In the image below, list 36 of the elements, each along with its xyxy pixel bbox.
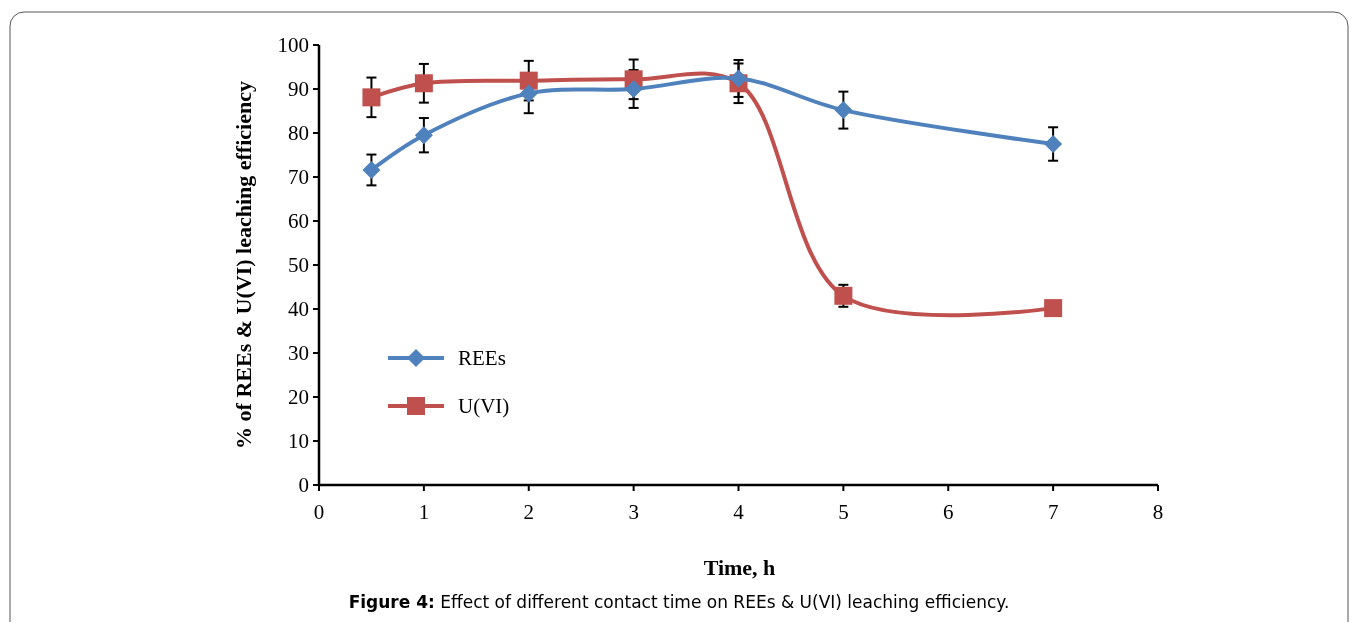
y-tick-label: 100	[277, 33, 309, 58]
point	[519, 84, 538, 103]
point	[1044, 299, 1063, 318]
y-tick-label: 0	[298, 473, 309, 498]
y-tick-label: 90	[288, 77, 309, 102]
x-tick-label: 0	[313, 500, 325, 524]
y-tick-label: 80	[288, 121, 309, 146]
y-tick-label: 30	[288, 341, 309, 366]
point	[362, 160, 381, 179]
point	[1044, 135, 1063, 153]
x-tick-label: 1	[418, 500, 430, 524]
point	[834, 101, 853, 120]
legend-label: REEs	[458, 346, 506, 371]
x-tick-label: 6	[943, 500, 954, 524]
x-tick-label: 8	[1152, 500, 1164, 524]
y-tick-label: 50	[288, 253, 309, 278]
y-tick-label: 40	[288, 297, 309, 322]
y-tick-label: 20	[288, 385, 309, 410]
y-tick-label: 70	[288, 165, 309, 190]
point	[729, 69, 748, 88]
x-axis-title: Time, h	[703, 555, 776, 580]
point	[362, 88, 381, 107]
legend-label: U(VI)	[458, 394, 510, 419]
x-tick-label: 2	[523, 500, 534, 524]
x-tick-label: 5	[838, 500, 849, 524]
point	[519, 71, 538, 90]
y-tick-label: 10	[288, 429, 309, 454]
x-tick-label: 4	[733, 500, 745, 524]
point	[414, 74, 433, 93]
y-tick-label: 60	[288, 209, 309, 234]
text: Figure 4: Effect of different contact time on REEs & U(VI) leaching efficiency.	[348, 592, 1010, 612]
point	[624, 80, 643, 98]
x-tick-label: 3	[628, 500, 639, 524]
y-axis-title: % of REEs & U(VI) leaching efficiency	[231, 81, 256, 449]
x-tick-label: 7	[1047, 500, 1059, 524]
point	[414, 126, 433, 145]
